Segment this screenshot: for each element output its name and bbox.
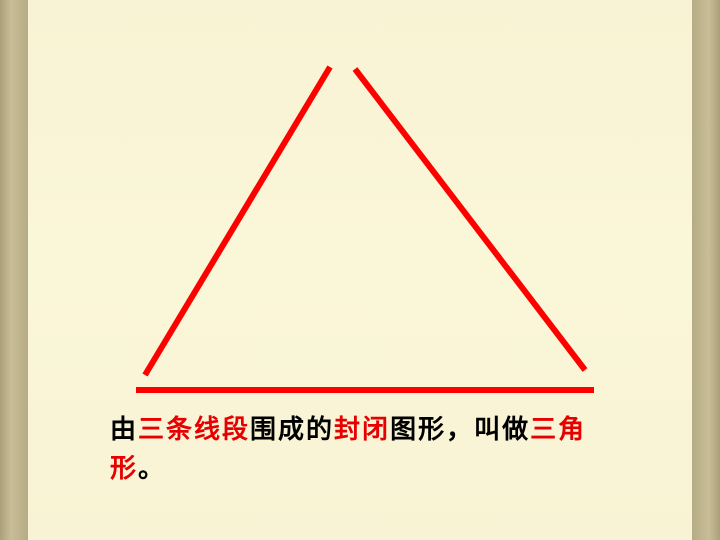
caption-seg-0: 由 — [110, 415, 138, 444]
triangle-line-1 — [355, 69, 585, 370]
caption-text: 由三条线段围成的封闭图形，叫做三角形。 — [110, 410, 630, 488]
caption-seg-4: 图形，叫做 — [390, 415, 530, 444]
caption-seg-3: 封闭 — [334, 415, 390, 444]
caption-seg-1: 三条线段 — [138, 415, 250, 444]
caption-seg-6: 。 — [138, 454, 166, 483]
caption-seg-2: 围成的 — [250, 415, 334, 444]
triangle-line-0 — [145, 67, 330, 375]
